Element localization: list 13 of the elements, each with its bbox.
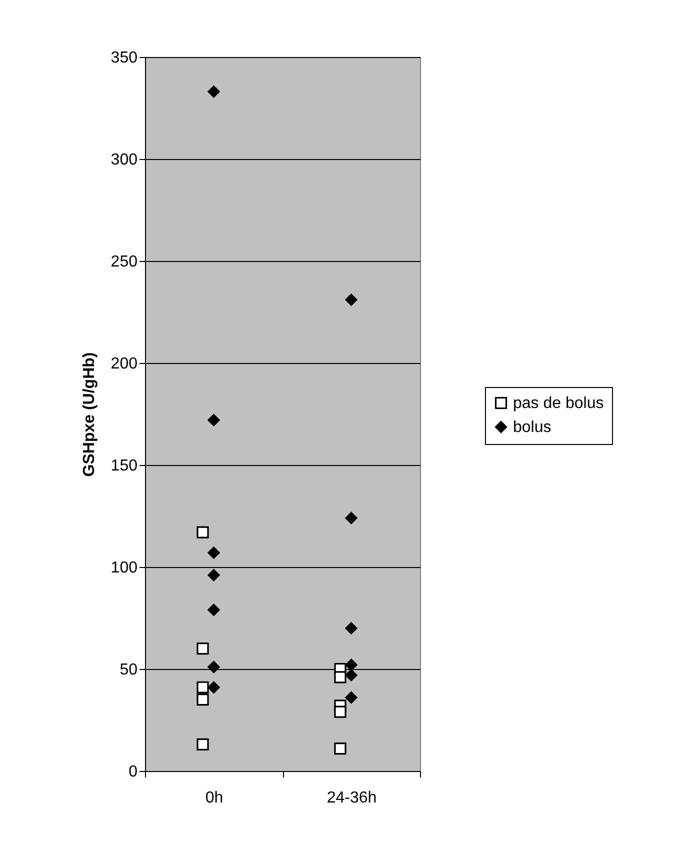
y-tick-label: 0: [128, 764, 138, 780]
y-tick-label: 150: [110, 458, 138, 474]
legend-label: pas de bolus: [513, 395, 604, 412]
y-tick-label: 50: [120, 662, 138, 678]
y-tick-label: 100: [110, 560, 138, 576]
x-tick-label: 0h: [205, 790, 224, 806]
y-tick-label: 300: [110, 152, 138, 168]
y-axis-title: GSHpxe (U/gHb): [80, 352, 98, 477]
legend-label: bolus: [513, 419, 552, 436]
y-tick-label: 250: [110, 254, 138, 270]
y-tick-label: 200: [110, 356, 138, 372]
x-tick-label: 24-36h: [326, 790, 377, 806]
y-tick-label: 350: [110, 50, 138, 66]
